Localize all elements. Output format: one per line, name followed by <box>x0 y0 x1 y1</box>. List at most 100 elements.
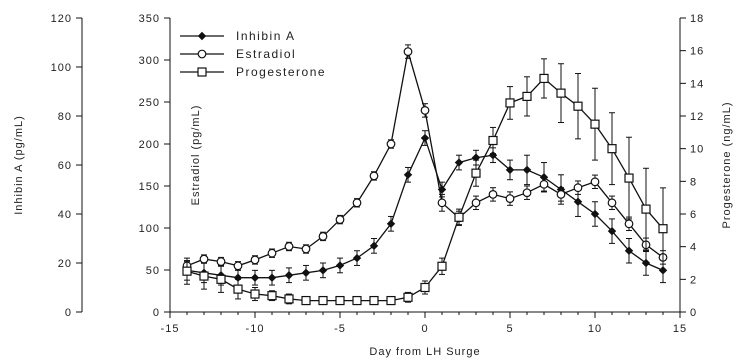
inhibin-a-point <box>522 165 532 175</box>
inhibin-a-point <box>403 170 413 180</box>
estradiol-point <box>522 188 532 198</box>
estradiol-point <box>233 261 243 271</box>
x-axis-label: Day from LH Surge <box>369 346 480 358</box>
progesterone-point <box>369 295 379 306</box>
inhibin-a-point <box>335 261 345 270</box>
legend-marker-inhibin-a <box>197 31 207 41</box>
legend-marker-estradiol <box>197 49 207 59</box>
x-tick-label: 15 <box>673 323 687 335</box>
estradiol-point <box>267 248 277 258</box>
progesterone-point <box>556 88 566 98</box>
progesterone-point <box>624 173 634 183</box>
estradiol-tick-label: 200 <box>139 139 160 151</box>
inhibin-a-point <box>454 158 464 167</box>
estradiol-point <box>284 242 294 251</box>
inhibin-tick-label: 60 <box>58 160 72 172</box>
inhibin-tick-label: 20 <box>58 258 72 270</box>
progesterone-point <box>641 204 651 214</box>
legend-item-progesterone: Progesterone <box>180 65 326 79</box>
series-estradiol <box>182 44 668 271</box>
estradiol-line <box>186 51 664 267</box>
estradiol-point <box>505 194 515 204</box>
progesterone-point <box>250 289 260 299</box>
progesterone-point <box>284 294 294 304</box>
x-tick-label: 0 <box>421 323 428 335</box>
estradiol-point <box>403 47 413 56</box>
estradiol-point <box>471 198 481 208</box>
progesterone-point <box>199 271 209 281</box>
legend-label-inhibin-a: Inhibin A <box>236 29 296 43</box>
series-progesterone <box>182 58 668 306</box>
inhibin-a-point <box>573 197 583 206</box>
progesterone-tick-label: 14 <box>690 78 704 90</box>
series-layer <box>182 44 668 306</box>
estradiol-point <box>386 139 396 149</box>
estradiol-tick-label: 100 <box>139 223 160 235</box>
inhibin-tick-label: 80 <box>58 111 72 123</box>
y-axis-label-estradiol: Estradiol (pg/mL) <box>190 105 202 206</box>
progesterone-point <box>607 144 617 154</box>
inhibin-a-point <box>318 266 328 275</box>
estradiol-point <box>488 189 498 199</box>
estradiol-point <box>301 244 311 254</box>
estradiol-point <box>590 177 600 187</box>
progesterone-tick-label: 4 <box>690 242 697 254</box>
estradiol-point <box>335 215 345 225</box>
estradiol-point <box>607 198 617 208</box>
progesterone-point <box>216 274 226 284</box>
estradiol-tick-label: 50 <box>146 265 160 277</box>
y-axis-label-inhibin: Inhibin A (pg/mL) <box>13 115 25 215</box>
legend-label-estradiol: Estradiol <box>236 47 296 61</box>
progesterone-point <box>267 291 277 301</box>
estradiol-point <box>216 257 226 267</box>
estradiol-point <box>420 105 430 115</box>
estradiol-point <box>369 171 379 181</box>
progesterone-point <box>437 261 447 271</box>
legend-label-progesterone: Progesterone <box>236 65 326 79</box>
x-tick-label: -5 <box>334 323 346 335</box>
estradiol-point <box>624 219 634 229</box>
legend-item-estradiol: Estradiol <box>180 47 296 61</box>
progesterone-tick-label: 18 <box>690 13 704 25</box>
estradiol-point <box>318 231 328 241</box>
progesterone-point <box>182 266 192 276</box>
inhibin-a-point <box>352 253 362 263</box>
inhibin-a-line <box>186 136 664 279</box>
progesterone-tick-label: 0 <box>690 307 697 319</box>
inhibin-tick-label: 0 <box>65 307 72 319</box>
estradiol-tick-label: 250 <box>139 97 160 109</box>
inhibin-a-point <box>624 246 634 255</box>
inhibin-a-point <box>267 273 277 282</box>
inhibin-a-point <box>250 273 260 282</box>
progesterone-point <box>386 295 396 306</box>
axes-layer: 0204060801001200501001502002503003500246… <box>51 13 704 335</box>
estradiol-tick-label: 350 <box>139 13 160 25</box>
inhibin-a-point <box>607 226 617 236</box>
progesterone-tick-label: 2 <box>690 274 697 286</box>
progesterone-point <box>471 168 481 178</box>
estradiol-tick-label: 300 <box>139 55 160 67</box>
inhibin-a-point <box>420 133 430 143</box>
inhibin-a-point <box>369 241 379 251</box>
progesterone-point <box>420 282 430 293</box>
progesterone-point <box>488 135 498 146</box>
inhibin-a-point <box>641 258 651 268</box>
progesterone-point <box>590 119 600 129</box>
progesterone-tick-label: 10 <box>690 144 704 156</box>
estradiol-point <box>556 189 566 199</box>
legend: Inhibin A Estradiol Progesterone <box>180 29 326 79</box>
progesterone-point <box>522 91 532 102</box>
progesterone-tick-label: 12 <box>690 111 704 123</box>
inhibin-a-point <box>505 165 515 175</box>
x-tick-label: -15 <box>161 323 180 335</box>
inhibin-tick-label: 40 <box>58 209 72 221</box>
legend-item-inhibin-a: Inhibin A <box>180 29 296 43</box>
progesterone-tick-label: 16 <box>690 46 704 58</box>
inhibin-a-point <box>301 268 311 278</box>
estradiol-point <box>573 183 583 193</box>
x-tick-label: -10 <box>246 323 265 335</box>
progesterone-point <box>301 295 311 306</box>
estradiol-point <box>250 255 260 265</box>
progesterone-tick-label: 6 <box>690 209 697 221</box>
inhibin-a-point <box>590 209 600 219</box>
